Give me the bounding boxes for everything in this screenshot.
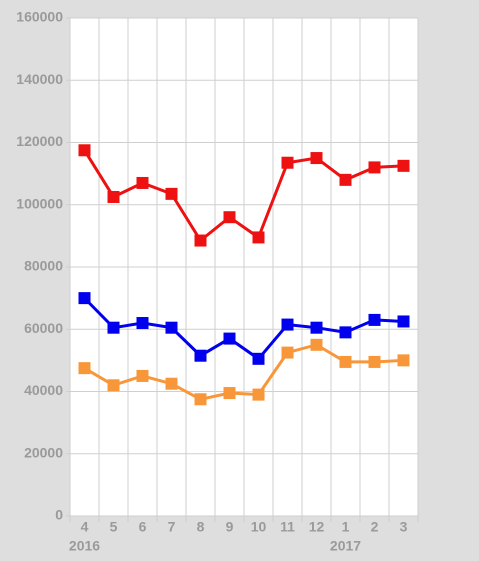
- x-tick-label: 8: [197, 519, 205, 535]
- point-marker: [223, 332, 236, 345]
- x-tick-label: 6: [139, 519, 147, 535]
- y-tick-label: 60000: [24, 320, 63, 336]
- point-marker: [194, 349, 207, 362]
- point-marker: [339, 326, 352, 339]
- x-tick-label: 11: [280, 519, 295, 535]
- point-marker: [310, 338, 323, 351]
- point-marker: [368, 161, 381, 174]
- point-marker: [281, 156, 294, 169]
- point-marker: [78, 362, 91, 375]
- x-tick-label: 1: [342, 519, 350, 535]
- point-marker: [194, 234, 207, 247]
- point-marker: [310, 321, 323, 334]
- point-marker: [252, 388, 265, 401]
- point-marker: [136, 317, 149, 330]
- point-marker: [397, 354, 410, 367]
- point-marker: [107, 379, 120, 392]
- point-marker: [78, 292, 91, 305]
- year-label: 2016: [69, 538, 100, 554]
- point-marker: [223, 387, 236, 400]
- year-label: 2017: [330, 538, 361, 554]
- x-tick-label: 4: [81, 519, 89, 535]
- point-marker: [194, 393, 207, 406]
- y-tick-label: 40000: [24, 382, 63, 398]
- point-marker: [107, 190, 120, 203]
- point-marker: [397, 315, 410, 328]
- x-tick-label: 9: [226, 519, 234, 535]
- point-marker: [339, 355, 352, 368]
- point-marker: [165, 377, 178, 390]
- point-marker: [252, 352, 265, 365]
- point-marker: [281, 346, 294, 359]
- y-tick-label: 20000: [24, 444, 63, 460]
- point-marker: [310, 152, 323, 165]
- y-tick-label: 0: [55, 507, 63, 523]
- point-marker: [397, 159, 410, 172]
- point-marker: [368, 355, 381, 368]
- point-marker: [339, 173, 352, 186]
- point-marker: [78, 144, 91, 157]
- point-marker: [165, 187, 178, 200]
- x-tick-label: 3: [400, 519, 408, 535]
- y-tick-label: 100000: [16, 195, 63, 211]
- point-marker: [136, 369, 149, 382]
- point-marker: [136, 176, 149, 189]
- point-marker: [165, 321, 178, 334]
- x-tick-label: 7: [168, 519, 176, 535]
- y-tick-label: 140000: [16, 71, 63, 87]
- x-tick-label: 2: [371, 519, 379, 535]
- point-marker: [252, 231, 265, 244]
- x-tick-label: 5: [110, 519, 118, 535]
- y-tick-label: 120000: [16, 133, 63, 149]
- x-tick-label: 12: [309, 519, 325, 535]
- point-marker: [368, 313, 381, 326]
- y-tick-label: 160000: [16, 9, 63, 25]
- point-marker: [281, 318, 294, 331]
- x-tick-label: 10: [251, 519, 267, 535]
- y-tick-label: 80000: [24, 258, 63, 274]
- point-marker: [223, 211, 236, 224]
- point-marker: [107, 321, 120, 334]
